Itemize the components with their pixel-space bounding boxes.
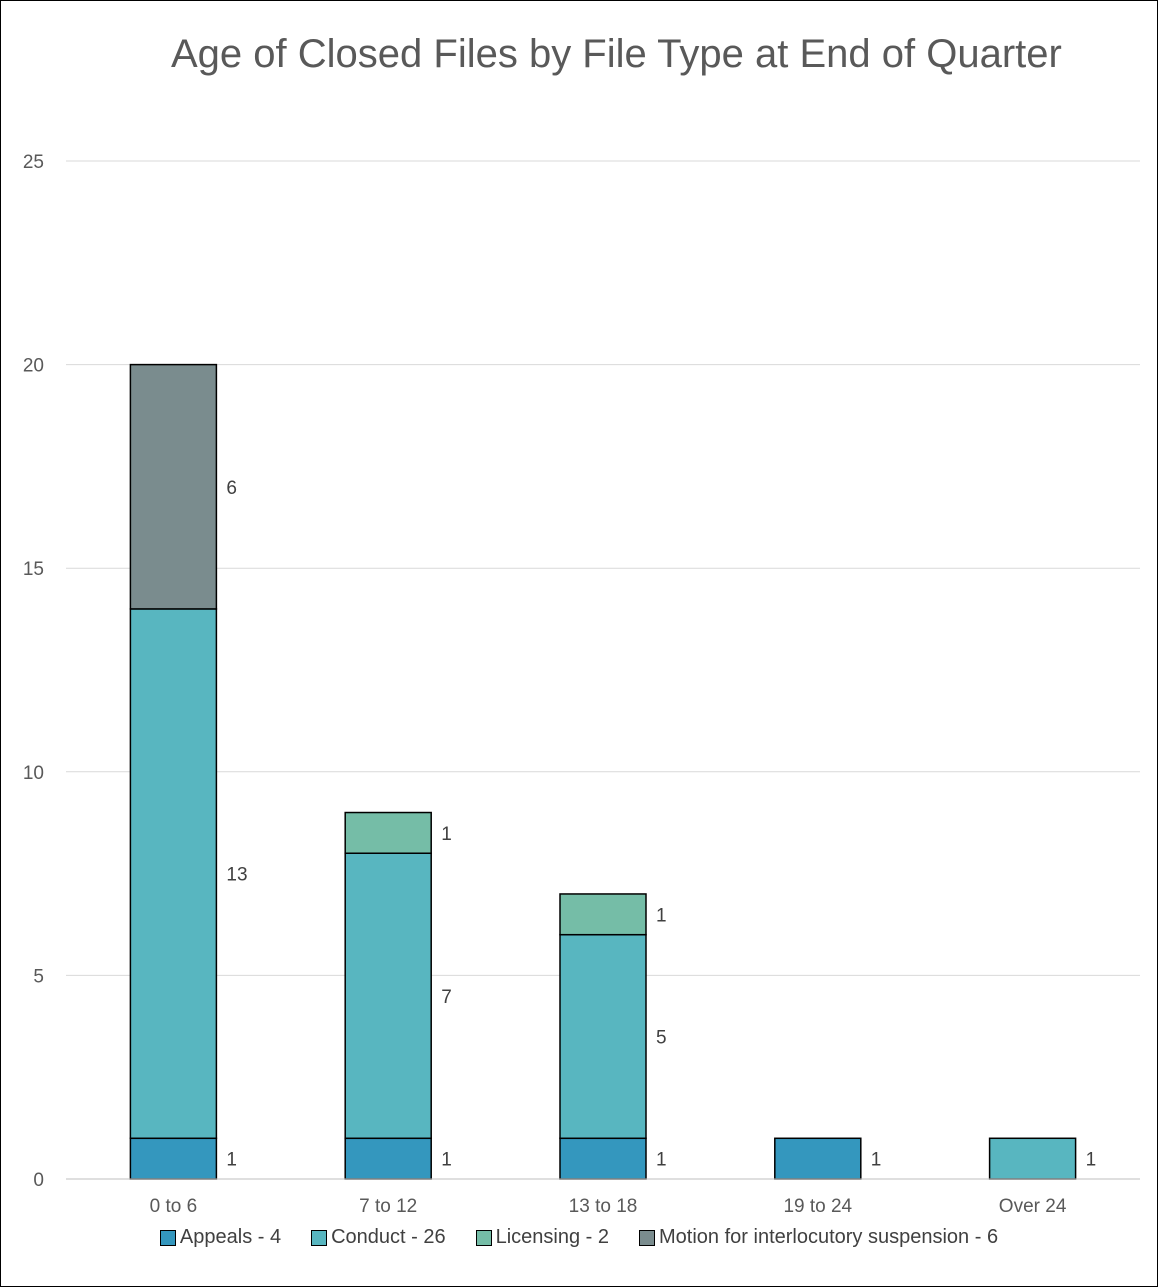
legend-label: Appeals - 4 [179, 1226, 282, 1248]
bars [129, 363, 1077, 1180]
data-labels: 1 13 6 1 7 1 1 5 1 1 1 [226, 478, 1096, 1171]
bar-segment [559, 933, 647, 1140]
data-label: 7 [441, 987, 452, 1008]
data-label: 1 [1086, 1150, 1097, 1171]
legend-item: Conduct - 26 [311, 1226, 446, 1249]
legend-item: Appeals - 4 [159, 1226, 282, 1249]
data-label: 1 [656, 905, 667, 926]
data-label: 1 [656, 1150, 667, 1171]
legend-item: Motion for interlocutory suspension - 6 [639, 1226, 998, 1249]
bar-segment [344, 1137, 432, 1180]
y-tick-label: 5 [33, 966, 44, 987]
bar-segment [129, 363, 218, 610]
x-axis-tick-labels: 0 to 6 7 to 12 13 to 18 19 to 24 Over 24 [66, 1178, 1140, 1217]
data-label: 1 [441, 1150, 452, 1171]
y-tick-label: 15 [23, 559, 44, 580]
bar-segment [129, 608, 218, 1140]
bar-segment [988, 1137, 1077, 1180]
y-tick-label: 10 [23, 763, 44, 784]
x-tick-label: 19 to 24 [783, 1196, 852, 1217]
y-tick-label: 25 [23, 152, 44, 173]
y-axis-tick-labels: 0 5 10 15 20 25 [23, 152, 44, 1191]
data-label: 1 [226, 1150, 237, 1171]
bar-segment [129, 1137, 218, 1180]
bar-segment [344, 811, 432, 854]
y-tick-label: 20 [23, 356, 44, 377]
legend-swatch [639, 1229, 656, 1246]
x-tick-label: 7 to 12 [359, 1196, 417, 1217]
bar-segment [559, 893, 647, 936]
bar-segment [344, 852, 432, 1140]
bar-segment [774, 1137, 862, 1180]
legend-label: Licensing - 2 [495, 1226, 610, 1248]
data-label: 6 [226, 478, 237, 499]
legend-item: Licensing - 2 [475, 1226, 610, 1249]
legend: Appeals - 4 Conduct - 26 Licensing - 2 Moti… [0, 1226, 1158, 1249]
legend-swatch [475, 1229, 492, 1246]
data-label: 1 [871, 1150, 882, 1171]
x-tick-label: Over 24 [999, 1196, 1067, 1217]
chart-title: Age of Closed Files by File Type at End … [171, 32, 1062, 76]
legend-swatch [311, 1229, 328, 1246]
data-label: 13 [226, 865, 247, 886]
x-tick-label: 13 to 18 [569, 1196, 638, 1217]
x-tick-label: 0 to 6 [150, 1196, 198, 1217]
y-tick-label: 0 [33, 1170, 44, 1191]
legend-label: Motion for interlocutory suspension - 6 [659, 1226, 999, 1248]
data-label: 5 [656, 1027, 667, 1048]
legend-label: Conduct - 26 [331, 1226, 446, 1248]
legend-swatch [159, 1229, 176, 1246]
data-label: 1 [441, 824, 452, 845]
bar-segment [559, 1137, 647, 1180]
